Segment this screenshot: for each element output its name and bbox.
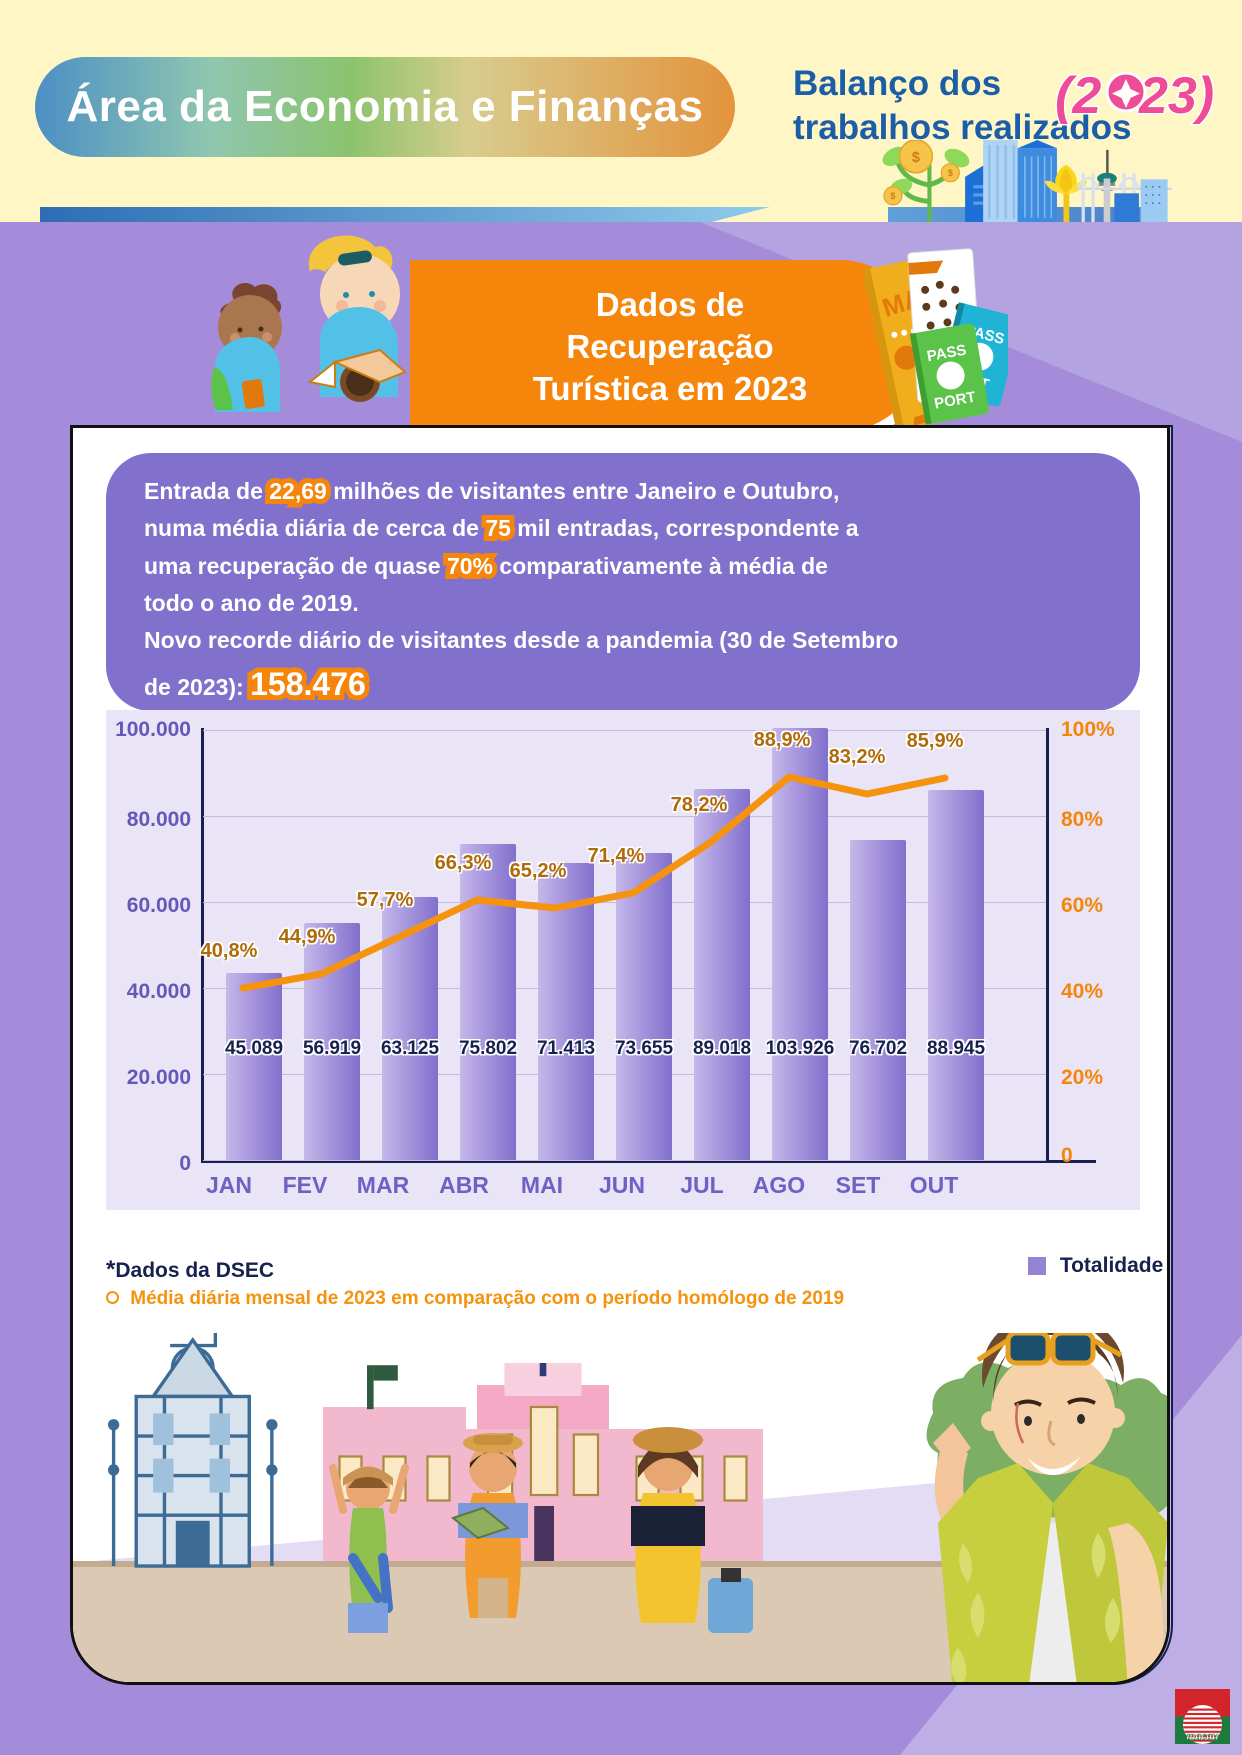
svg-text:$: $ xyxy=(890,191,895,201)
svg-text:$: $ xyxy=(948,168,953,178)
svg-text:23): 23) xyxy=(1138,67,1214,125)
svg-text:$: $ xyxy=(912,150,920,166)
svg-text:macau: macau xyxy=(1187,1731,1220,1743)
svg-text:(2: (2 xyxy=(1055,67,1101,125)
